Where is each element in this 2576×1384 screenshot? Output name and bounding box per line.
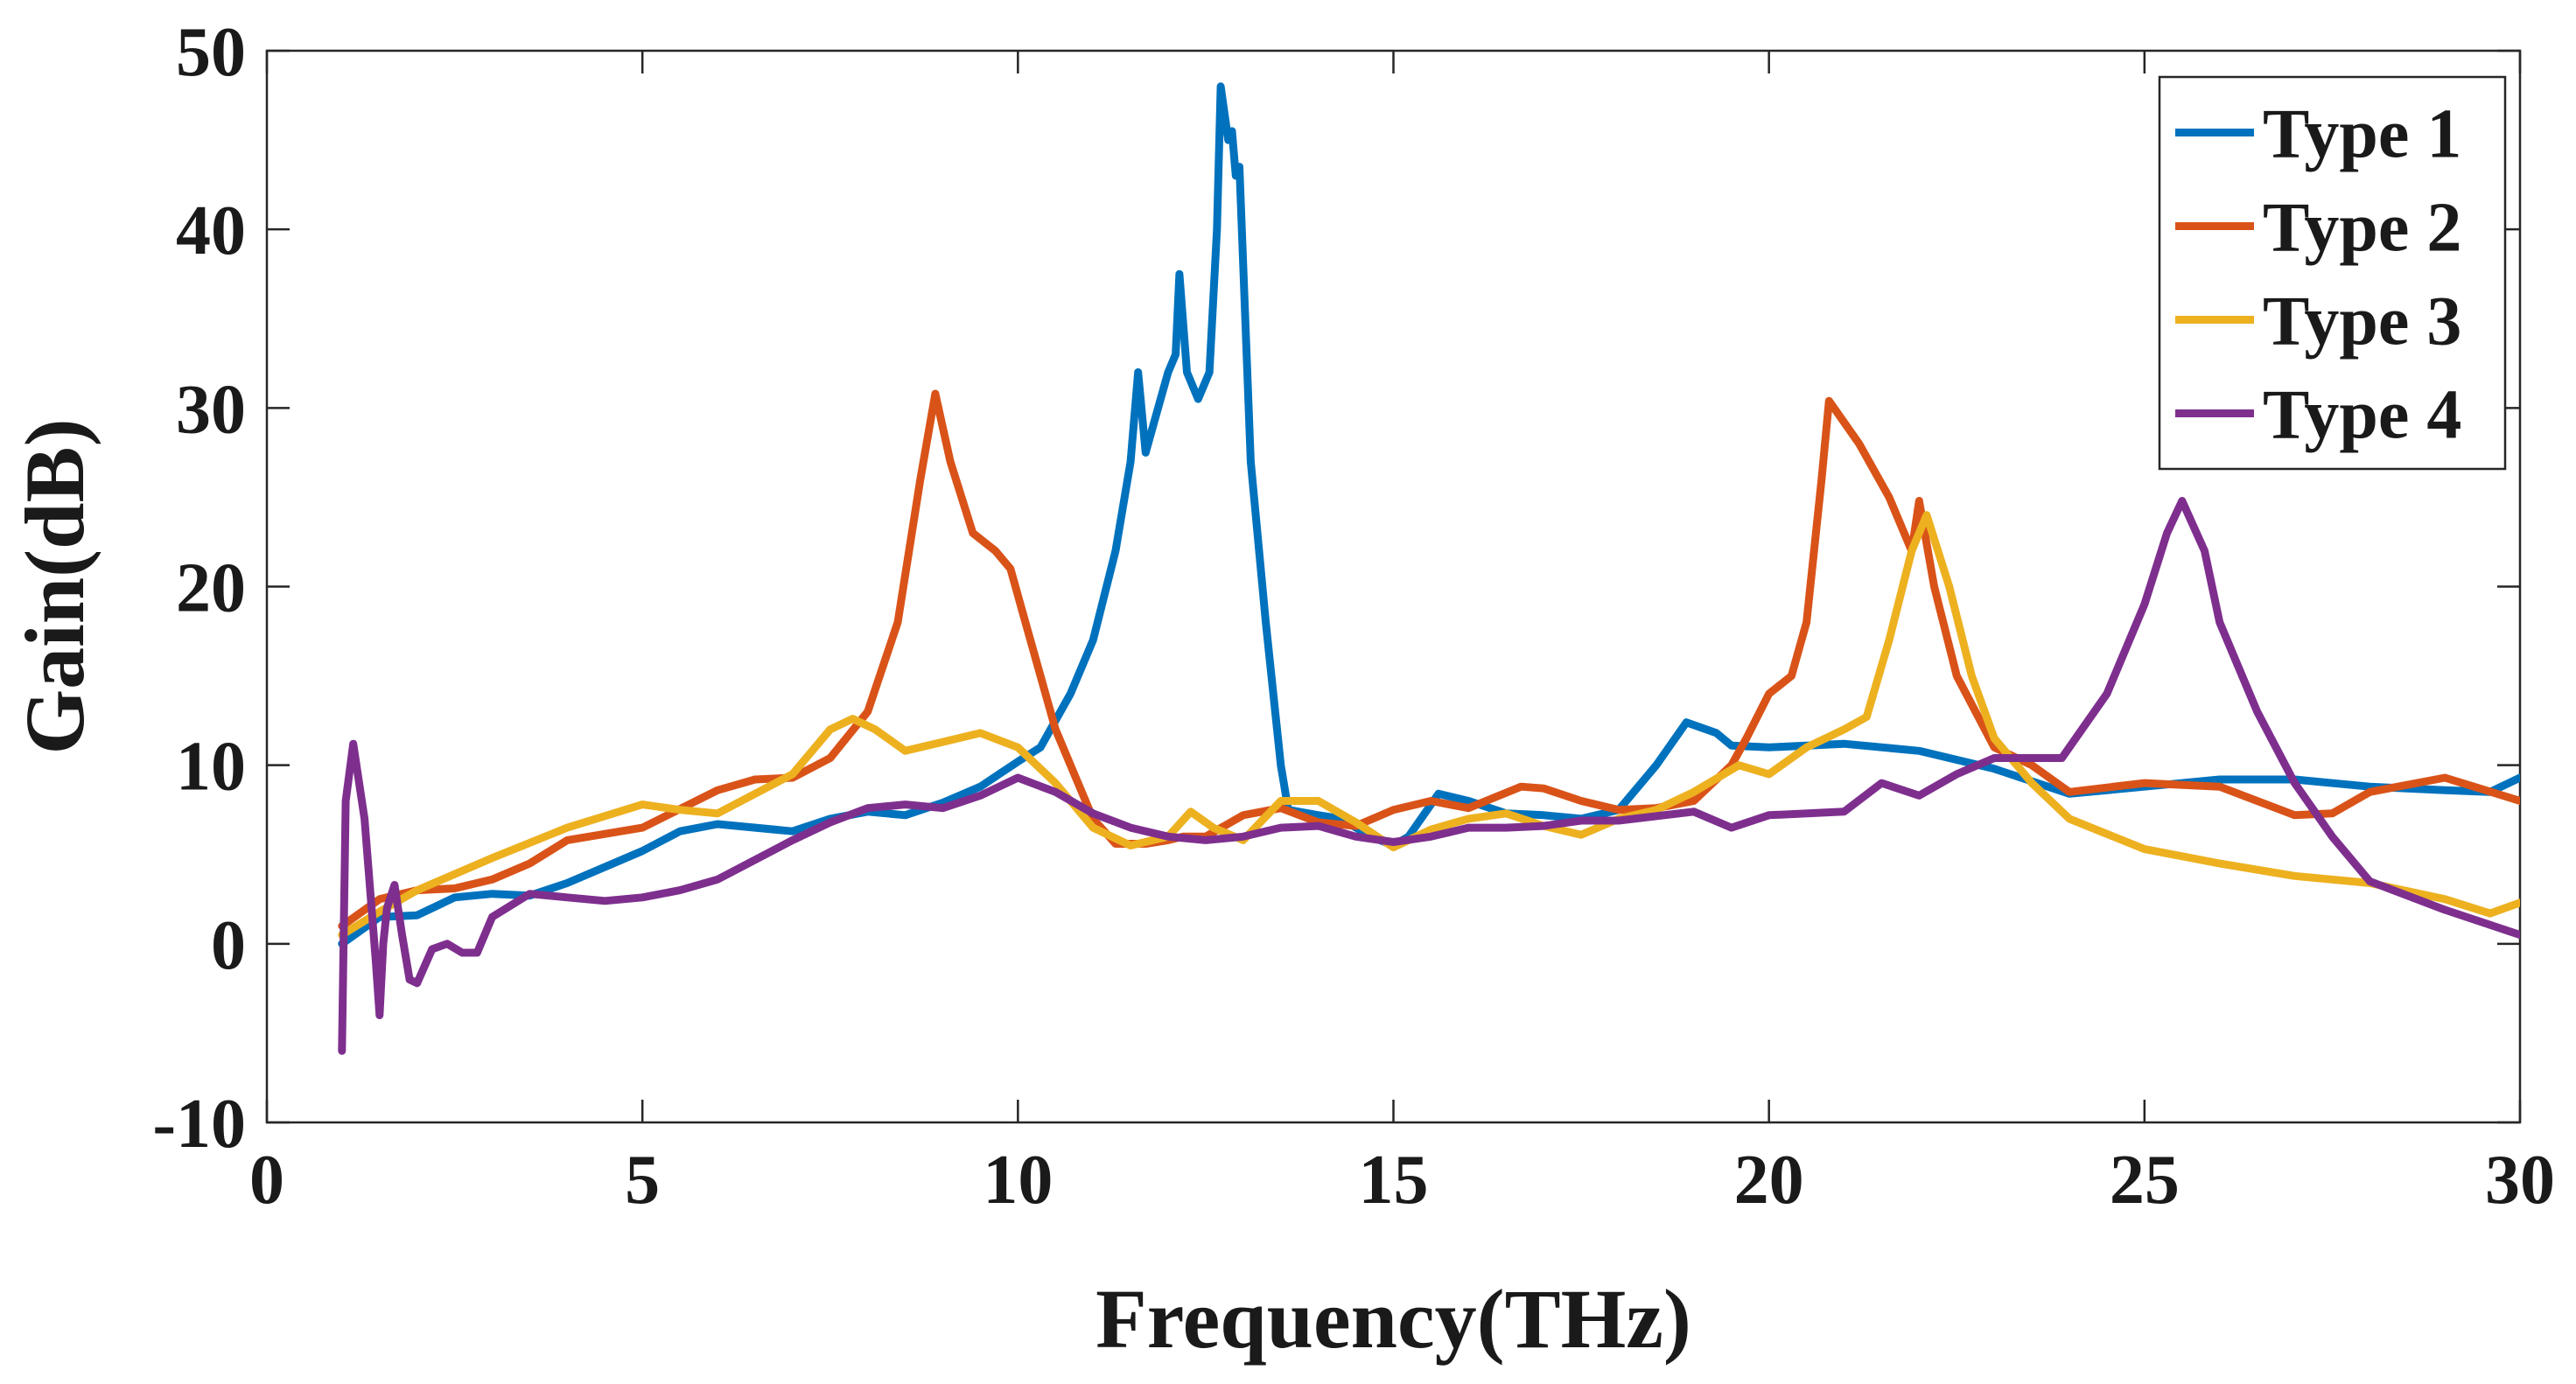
legend-box: [2158, 75, 2507, 471]
legend-layer: Type 1 Type 2 Type 3 Type 4: [2158, 75, 2507, 471]
axes-layer: 0 5 10 15 20 25 30-1001020304050Frequency(THz)…: [8, 14, 2555, 1366]
series-line-type-3: [338, 511, 2520, 940]
x-tick-label-30: 30: [2485, 1142, 2555, 1219]
x-tick-label-0: 0: [249, 1142, 284, 1219]
legend-label-type-2: Type 2: [2263, 190, 2461, 267]
x-tick-label-10: 10: [983, 1142, 1053, 1219]
legend-label-type-3: Type 3: [2263, 283, 2461, 360]
x-tick-label-15: 15: [1359, 1142, 1429, 1219]
y-tick-label-10: 10: [176, 729, 246, 806]
series-line-type-2: [338, 389, 2520, 930]
x-axis-title: Frequency(THz): [1096, 1272, 1691, 1366]
y-tick-label-40: 40: [176, 192, 246, 269]
legend-label-type-4: Type 4: [2263, 377, 2461, 454]
x-tick-label-25: 25: [2110, 1142, 2180, 1219]
y-tick-label-0: 0: [211, 907, 246, 984]
y-tick-label-20: 20: [176, 550, 246, 627]
series-line-type-4: [338, 497, 2520, 1055]
legend-label-type-1: Type 1: [2263, 96, 2461, 173]
y-axis-title: Gain(dB): [8, 418, 102, 754]
y-tick-label-30: 30: [176, 371, 246, 448]
x-tick-label-5: 5: [625, 1142, 660, 1219]
y-tick-label-50: 50: [176, 14, 246, 91]
series-layer: [338, 82, 2520, 1055]
y-tick-label--10: -10: [152, 1086, 246, 1163]
x-tick-label-20: 20: [1734, 1142, 1804, 1219]
